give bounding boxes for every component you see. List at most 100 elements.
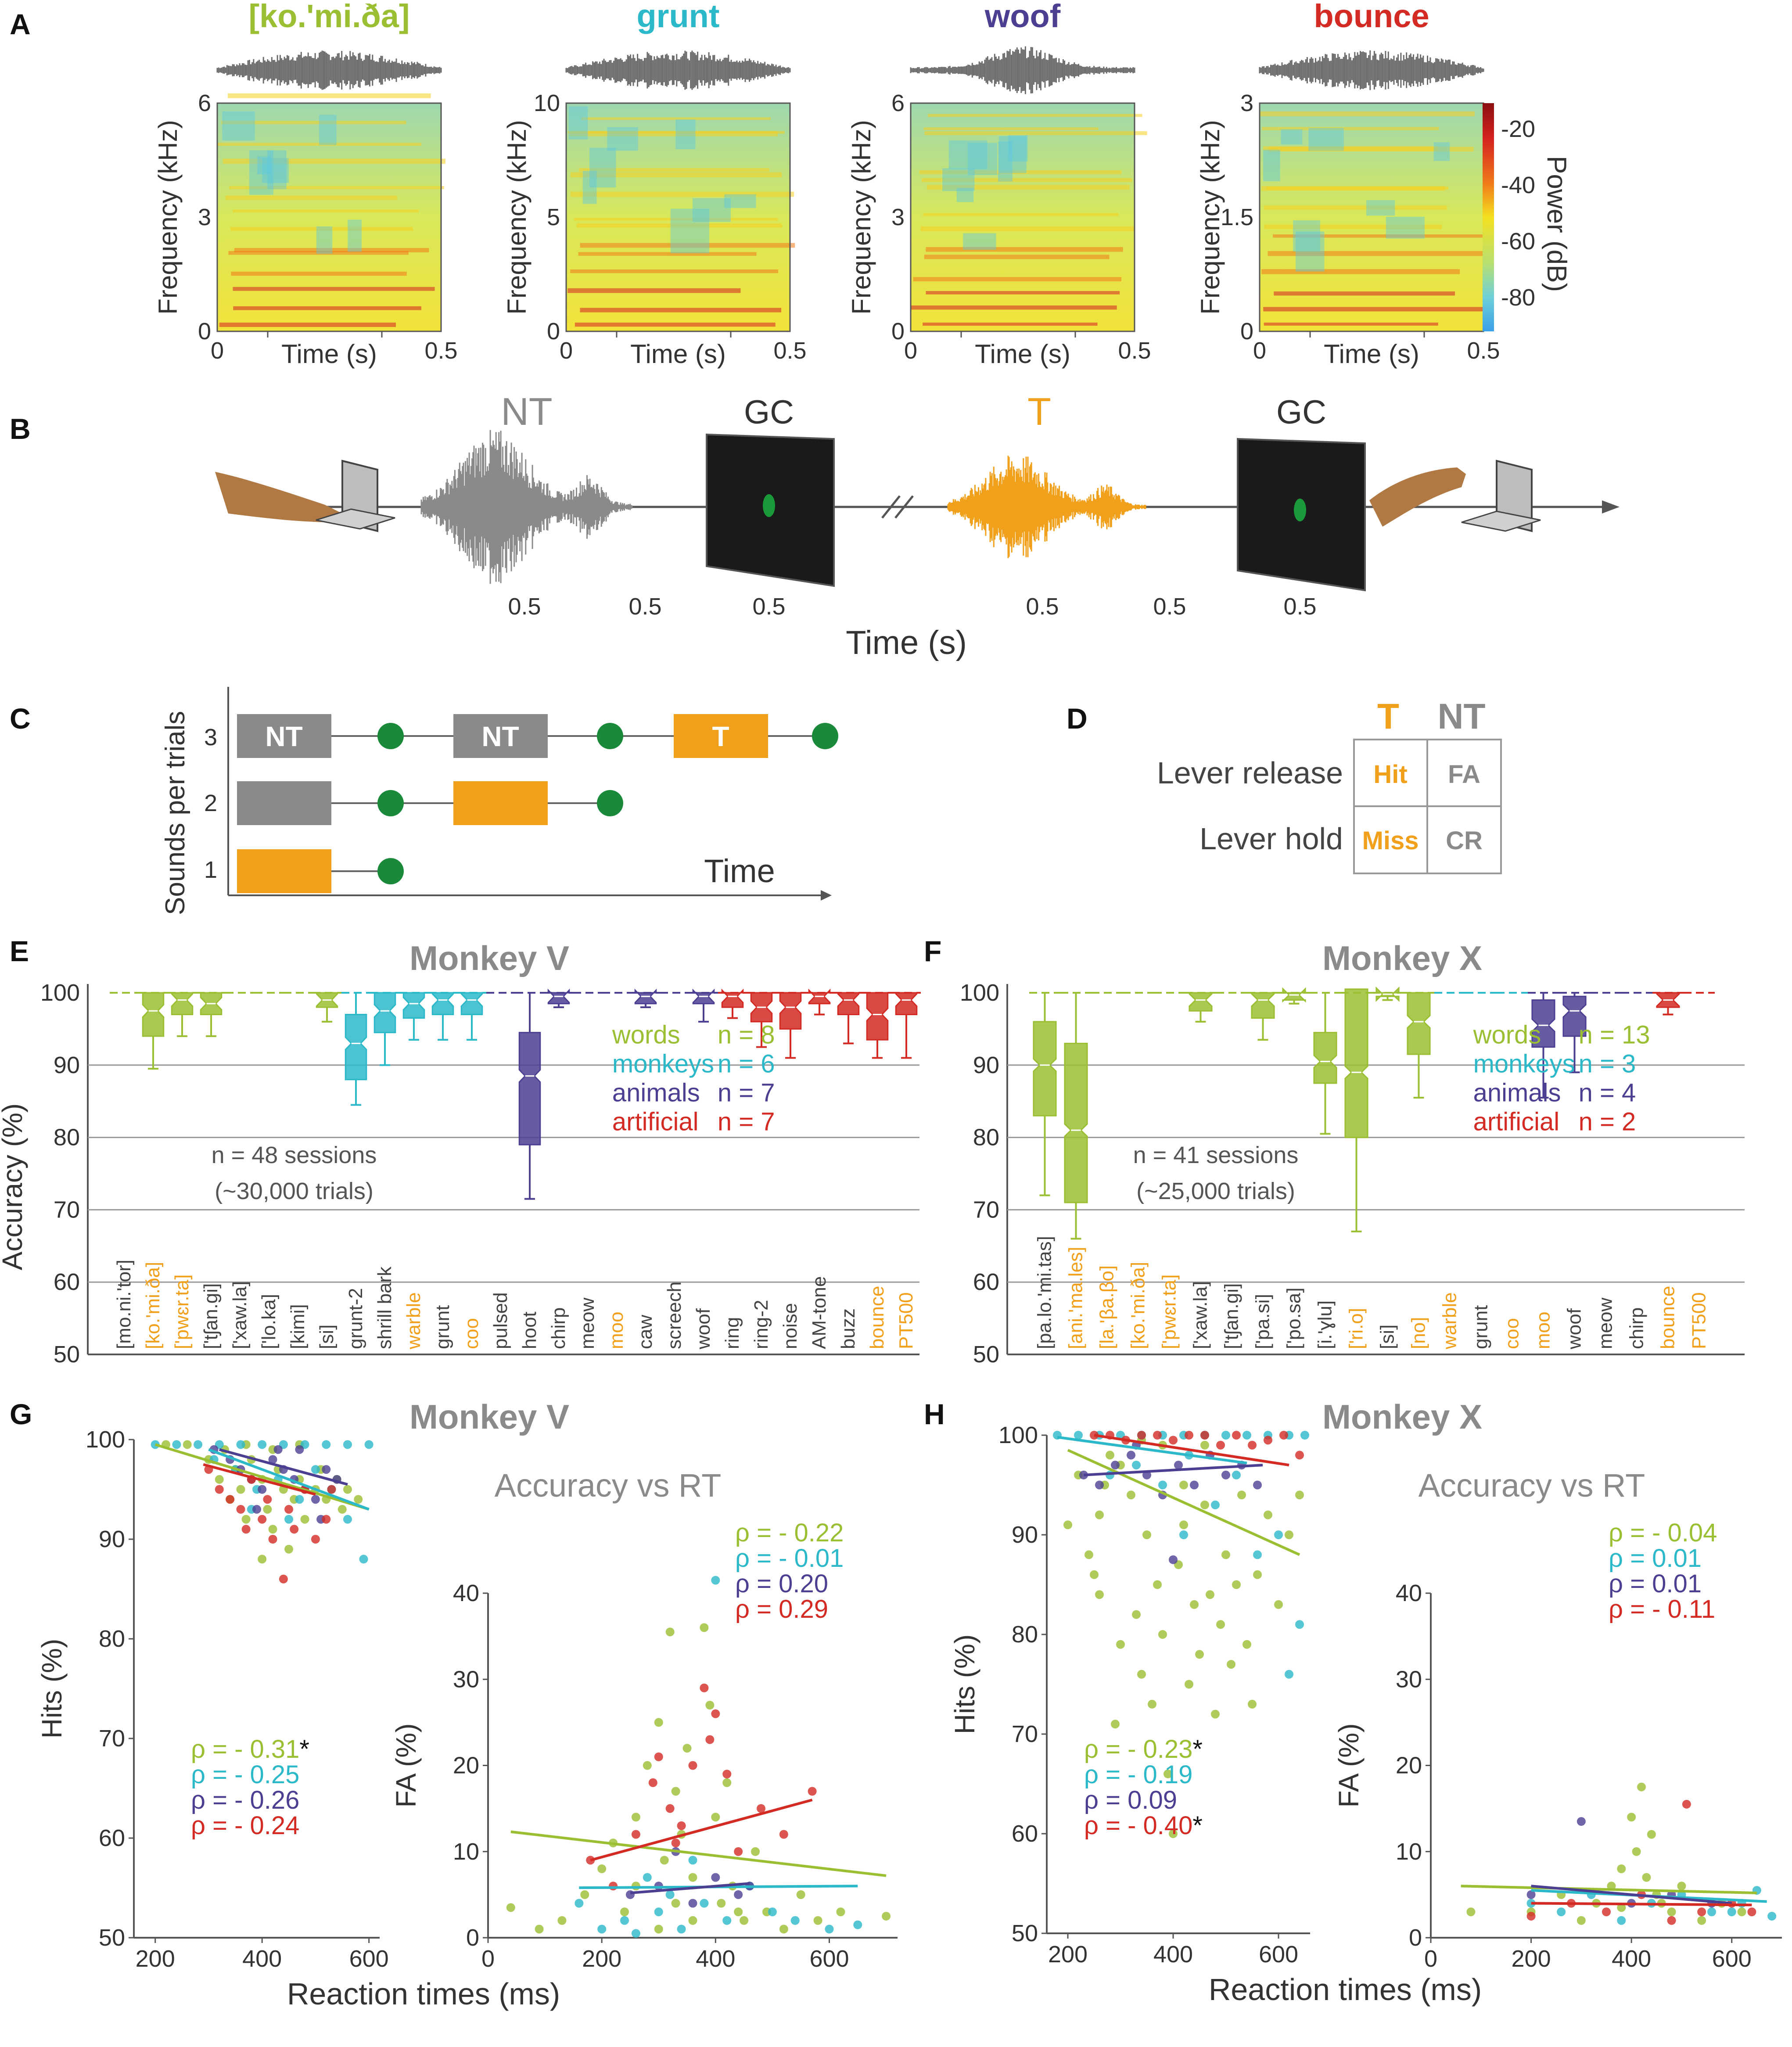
y-tick-label: 6 bbox=[891, 90, 905, 116]
waveform bbox=[565, 50, 791, 90]
data-point bbox=[1727, 1907, 1736, 1917]
category-label: PT500 bbox=[1688, 1292, 1710, 1349]
panel-letter-e: E bbox=[10, 935, 29, 967]
box bbox=[721, 988, 744, 1008]
data-point bbox=[1617, 1864, 1626, 1873]
y-tick-label: 30 bbox=[1396, 1666, 1422, 1692]
data-point bbox=[1617, 1903, 1626, 1912]
legend-count: n = 3 bbox=[1579, 1049, 1636, 1078]
y-tick-label: 90 bbox=[54, 1052, 80, 1078]
data-point bbox=[1158, 1480, 1167, 1490]
y-tick-label: 90 bbox=[1012, 1522, 1038, 1548]
data-point bbox=[1090, 1570, 1099, 1579]
spectrogram-band bbox=[218, 143, 421, 146]
chart-subtitle: Accuracy vs RT bbox=[1419, 1467, 1645, 1504]
category-label: warble bbox=[1439, 1292, 1461, 1350]
spectrogram-band bbox=[575, 323, 776, 327]
data-point bbox=[1253, 1550, 1262, 1559]
cell-hit: Hit bbox=[1373, 760, 1407, 789]
data-point bbox=[1164, 1769, 1172, 1778]
x-tick-label: 0.5 bbox=[1118, 338, 1151, 364]
spectrogram-image bbox=[566, 103, 790, 331]
category-label: [ko.'mi.ða] bbox=[1128, 1262, 1149, 1349]
gc-screen-2 bbox=[1237, 438, 1366, 592]
spectrogram-band bbox=[607, 127, 638, 151]
data-point bbox=[1285, 1670, 1293, 1679]
data-point bbox=[1179, 1530, 1188, 1539]
col-nt-header: NT bbox=[1437, 697, 1485, 736]
data-point bbox=[711, 1873, 720, 1882]
data-point bbox=[700, 1899, 709, 1908]
box bbox=[1189, 992, 1213, 1012]
regression-line bbox=[510, 1830, 887, 1877]
category-label: ['tʃan.gi] bbox=[200, 1283, 222, 1349]
spectrogram-band bbox=[316, 226, 333, 254]
y-tick-label: 0 bbox=[547, 318, 560, 345]
y-axis-label: FA (%) bbox=[1333, 1723, 1365, 1807]
data-point bbox=[338, 1505, 347, 1514]
data-point bbox=[1526, 1890, 1536, 1899]
waveform bbox=[1259, 50, 1484, 90]
data-point bbox=[311, 1495, 320, 1504]
data-point bbox=[711, 1576, 720, 1585]
t-label: T bbox=[1027, 390, 1051, 433]
gc-dot bbox=[597, 790, 623, 816]
spectrogram-band bbox=[924, 255, 1110, 259]
data-point bbox=[236, 1440, 245, 1449]
data-point bbox=[1243, 1431, 1251, 1440]
rho-label: ρ = - 0.04 bbox=[1609, 1519, 1717, 1547]
gc-dot bbox=[812, 723, 838, 749]
spectrogram-panel: grunt 10 5 00 0.5 Time (s) Frequency (kHz) bbox=[502, 0, 807, 369]
y-tick-label: 80 bbox=[1012, 1621, 1038, 1648]
category-label: shrill bark bbox=[374, 1266, 395, 1349]
duration-label: 0.5 bbox=[1026, 593, 1059, 620]
data-point bbox=[1682, 1799, 1691, 1809]
timeline-arrowhead bbox=[1602, 500, 1620, 514]
x-axis-label: Time (s) bbox=[630, 339, 726, 369]
data-point bbox=[194, 1440, 203, 1449]
data-point bbox=[688, 1916, 697, 1925]
data-point bbox=[1111, 1461, 1120, 1470]
rho-label: ρ = 0.01 bbox=[1609, 1544, 1702, 1573]
x-tick-label: 200 bbox=[1512, 1946, 1551, 1972]
category-label: bounce bbox=[866, 1286, 888, 1349]
regression-line bbox=[1531, 1902, 1752, 1907]
nt-waveform bbox=[420, 430, 633, 584]
regression-line bbox=[630, 1882, 750, 1894]
data-point bbox=[768, 1907, 777, 1917]
t-sound-box bbox=[453, 781, 548, 825]
spectrogram-band bbox=[1386, 216, 1425, 239]
data-point bbox=[648, 1778, 657, 1787]
category-label: grunt bbox=[432, 1305, 453, 1349]
y-tick-label: 20 bbox=[1396, 1753, 1422, 1779]
y-axis-label: Hits (%) bbox=[36, 1639, 68, 1739]
data-point bbox=[631, 1929, 640, 1938]
hand-release-icon bbox=[1369, 460, 1541, 532]
category-label: moo bbox=[1533, 1311, 1554, 1349]
data-point bbox=[1200, 1500, 1209, 1509]
trials-note: (~30,000 trials) bbox=[215, 1178, 373, 1204]
x-axis-label: Time (s) bbox=[975, 339, 1070, 369]
data-point bbox=[1577, 1916, 1586, 1925]
data-point bbox=[1264, 1510, 1272, 1519]
panel-c: C Sounds per trials 3 2 1 NT NT T Time bbox=[10, 687, 838, 915]
spectrogram-band bbox=[921, 178, 1132, 182]
nt-box-label: NT bbox=[481, 721, 519, 752]
box bbox=[402, 992, 425, 1019]
data-point bbox=[215, 1485, 224, 1494]
spectrogram-band bbox=[1433, 142, 1450, 161]
spectrogram-band bbox=[223, 158, 446, 164]
rho-label: ρ = - 0.19 bbox=[1084, 1760, 1192, 1789]
data-point bbox=[1264, 1436, 1272, 1445]
data-point bbox=[836, 1907, 845, 1917]
data-point bbox=[1285, 1530, 1293, 1539]
box bbox=[1407, 992, 1431, 1055]
x-tick-label: 0.5 bbox=[424, 338, 457, 364]
regression-line bbox=[1094, 1434, 1289, 1467]
data-point bbox=[1185, 1680, 1193, 1689]
data-point bbox=[290, 1525, 299, 1534]
category-label: [mo.ni.'tor] bbox=[113, 1260, 135, 1349]
cell-miss: Miss bbox=[1362, 826, 1419, 855]
box bbox=[345, 1013, 367, 1081]
